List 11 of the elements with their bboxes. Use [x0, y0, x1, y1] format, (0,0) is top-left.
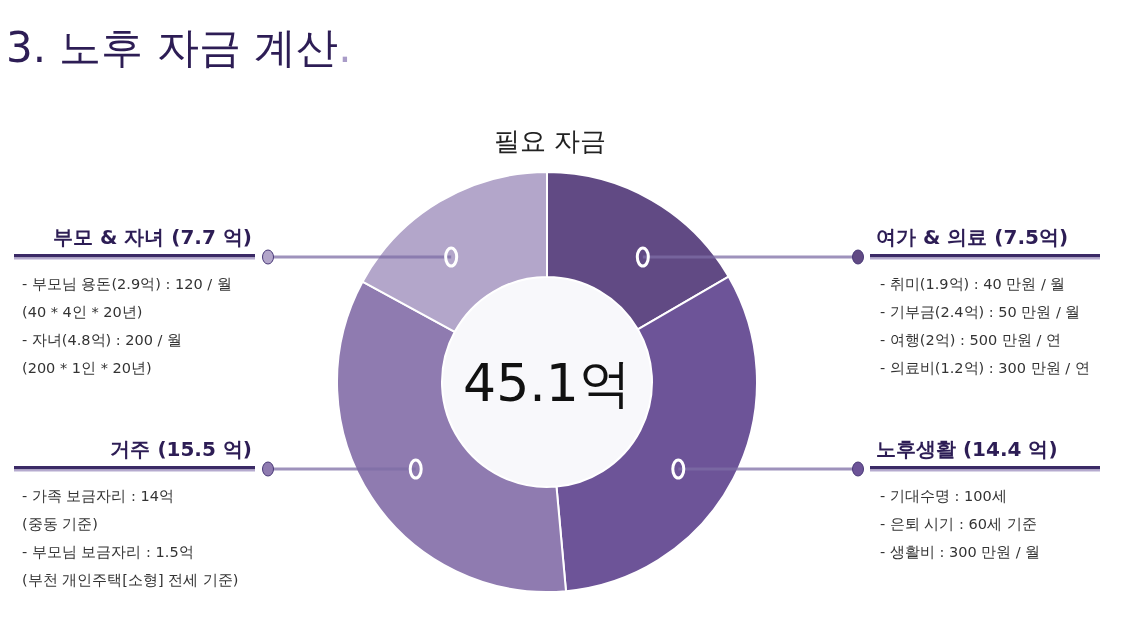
chart-subtitle: 필요 자금 — [493, 126, 607, 156]
slice-label: 부모 & 자녀 (7.7 억) — [52, 225, 252, 249]
slice-label: 거주 (15.5 억) — [110, 437, 252, 461]
chart-title: 3. 노후 자금 계산. — [6, 23, 352, 72]
text: - 가족 보금자리 : 14억 (중동 기준) - 부모님 보금자리 : 1.5억 (부천 개인주택[소형] 전세 기준) — [22, 488, 239, 588]
text: - 기대수명 : 100세 - 은퇴 시기 : 60세 기준 - 생활비 : 300 만원 / 월 — [880, 488, 1041, 560]
text: - 부모님 용돈(2.9억) : 120 / 월 (40 * 4인 * 20년) - 자녀(4.8억) : 200 / 월 (200 * 1인 * 20년) — [22, 276, 232, 376]
text: - 취미(1.9억) : 40 만원 / 월 - 기부금(2.4억) : 50 만원 / 월 - 여행(2억) : 500 만원 / 연 - 의료비(1.2억) : 300 만원 / 연 — [880, 276, 1090, 376]
slice-label: 노후생활 (14.4 억) — [876, 437, 1058, 461]
slice-label: 여가 & 의료 (7.5억) — [876, 225, 1069, 249]
text: 45.1억 — [463, 353, 631, 413]
